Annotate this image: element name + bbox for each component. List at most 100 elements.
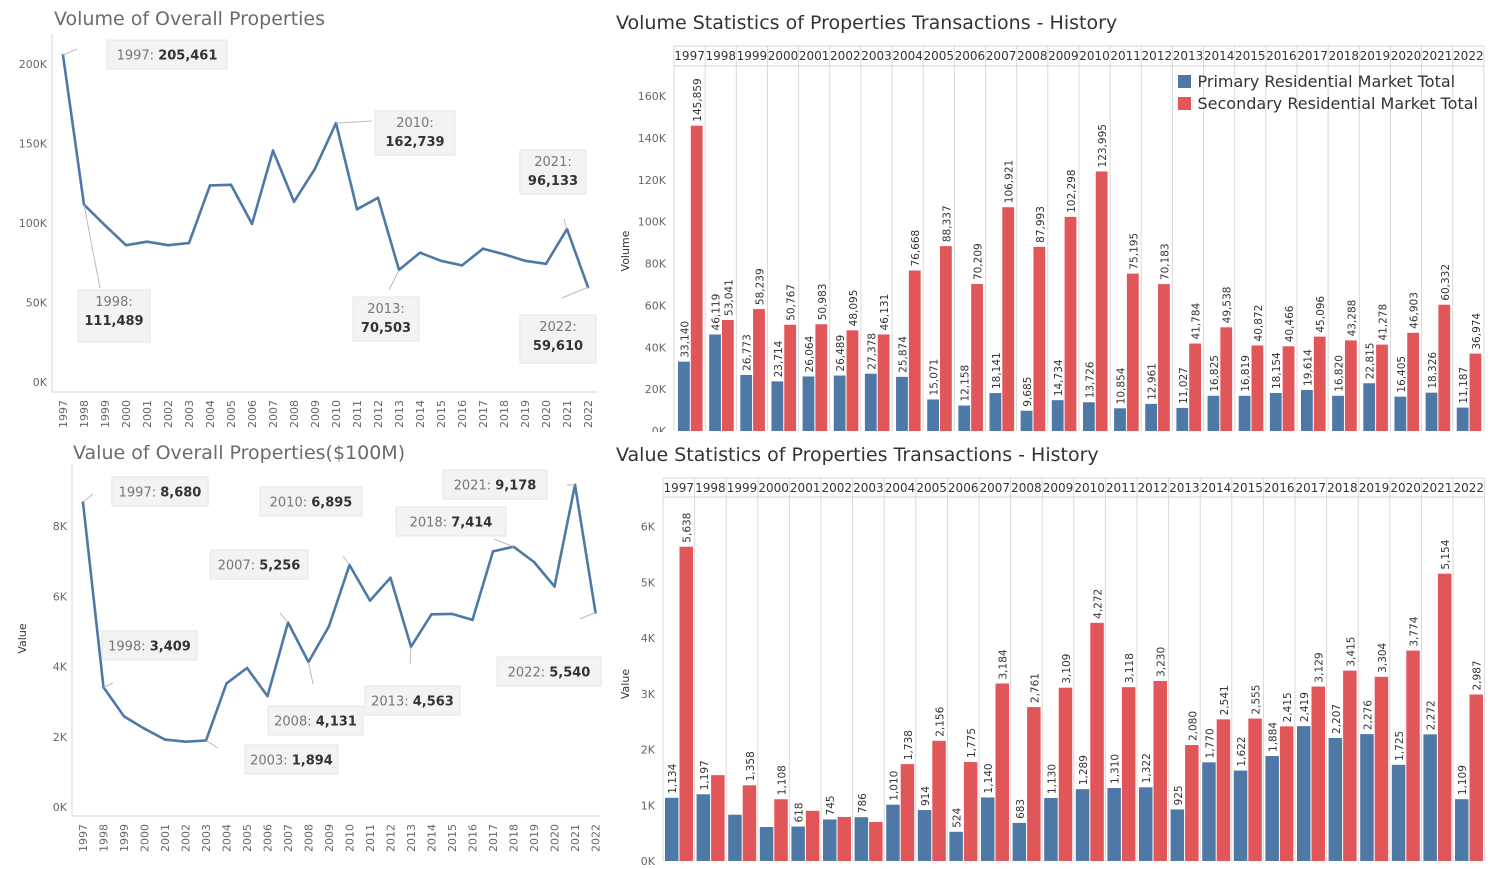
bar-value-label: 618 — [794, 803, 806, 823]
bar-secondary — [1406, 650, 1420, 861]
bar-primary — [1075, 789, 1090, 861]
annotation-leader — [83, 204, 101, 289]
annotation-leader — [342, 555, 350, 566]
bar-value-label: 76,668 — [910, 230, 922, 267]
volume-line-chart: 200K 150K 100K 50K 0K 1997 1998 1999 2000 2001 200… — [19, 34, 598, 428]
bar-primary — [1455, 799, 1469, 861]
category-header-label: 2013 — [1173, 49, 1204, 63]
annotation-text: 1998: 3,409 — [108, 640, 191, 655]
x-tick-label: 1999 — [118, 824, 131, 852]
x-tick-label: 2000 — [120, 400, 133, 428]
bar-value-label: 683 — [1015, 799, 1027, 819]
category-header-label: 1999 — [737, 49, 768, 63]
bar-secondary — [1189, 343, 1201, 431]
bar-secondary — [1469, 353, 1482, 431]
y-tick-label: 80K — [645, 258, 667, 271]
bar-primary — [833, 375, 846, 431]
bar-secondary — [742, 785, 757, 861]
category-header-label: 2022 — [1454, 481, 1485, 495]
annotation-leader — [561, 286, 589, 299]
data-point — [229, 183, 233, 187]
bar-value-label: 36,974 — [1471, 313, 1483, 350]
x-tick-label: 2009 — [323, 824, 336, 852]
data-point — [122, 715, 126, 718]
legend-item-secondary[interactable]: Secondary Residential Market Total — [1177, 92, 1478, 114]
y-tick-label: 3K — [641, 688, 656, 701]
bar-secondary — [711, 775, 725, 861]
bar-secondary — [690, 125, 703, 432]
bar-secondary — [753, 309, 765, 431]
category-header-label: 2010 — [1079, 49, 1110, 63]
bar-value-label: 48,095 — [848, 290, 860, 327]
bar-value-label: 1,140 — [983, 763, 995, 793]
data-point — [573, 483, 577, 487]
annotation-text: 2010: 6,895 — [270, 496, 353, 511]
bar-primary — [958, 405, 971, 431]
annotation-text: 2018: 7,414 — [410, 516, 493, 531]
bar-value-label: 27,378 — [866, 333, 878, 370]
bar-secondary — [1158, 284, 1170, 431]
bar-value-label: 1,310 — [1110, 754, 1122, 784]
bar-value-label: 11,187 — [1458, 367, 1470, 404]
bar-primary — [1207, 395, 1220, 431]
bar-primary — [1269, 393, 1282, 431]
bar-secondary — [1185, 745, 1199, 861]
x-tick-label: 2005 — [241, 824, 254, 852]
category-header-label: 2010 — [1074, 481, 1105, 495]
category-header-label: 2006 — [955, 49, 986, 63]
category-header-label: 1997 — [674, 49, 705, 63]
bar-secondary — [1248, 718, 1262, 861]
annotation-value: 70,503 — [361, 321, 411, 336]
bar-value-label: 5,154 — [1440, 539, 1452, 569]
bar-secondary — [1002, 207, 1015, 431]
legend-item-primary[interactable]: Primary Residential Market Total — [1177, 70, 1479, 92]
y-tick-label: 8K — [53, 520, 68, 533]
volume-line-panel: Volume of Overall Properties 200K 150K 100… — [0, 0, 605, 432]
value-bar-panel: Value Statistics of Properties Transacti… — [605, 432, 1488, 869]
bar-primary — [709, 334, 721, 431]
data-point — [271, 149, 275, 152]
bar-value-label: 58,239 — [755, 268, 767, 305]
category-header-label: 2022 — [1453, 49, 1484, 63]
x-tick-label: 2007 — [282, 824, 295, 852]
annotation-year: 2010: — [396, 116, 433, 131]
x-tick-label: 2014 — [414, 400, 427, 428]
bar-primary — [1297, 726, 1311, 861]
bar-secondary — [1374, 676, 1389, 861]
bar-primary — [917, 810, 932, 861]
category-header-label: 2021 — [1422, 49, 1453, 63]
bar-value-label: 4,272 — [1093, 589, 1105, 619]
bar-value-label: 16,820 — [1334, 355, 1346, 392]
legend-swatch-secondary — [1177, 96, 1191, 110]
category-header-label: 2014 — [1204, 49, 1235, 63]
bar-value-label: 50,983 — [817, 284, 829, 321]
bar-value-label: 10,854 — [1116, 367, 1128, 404]
value-bar-chart: 1997 1998 1999 2000 2001 2002 2003 2004 2005 2006… — [619, 477, 1486, 868]
annotation-text: 2007: 5,256 — [218, 559, 301, 574]
category-header-label: 2011 — [1106, 481, 1137, 495]
bar-value-label: 745 — [825, 795, 837, 815]
bar-secondary — [1344, 340, 1357, 431]
bar-primary — [949, 831, 963, 861]
category-header-label: 2014 — [1201, 481, 1232, 495]
volume-line-title: Volume of Overall Properties — [54, 8, 326, 30]
x-tick-label: 1999 — [99, 400, 112, 428]
category-header-label: 2007 — [986, 49, 1017, 63]
data-point — [163, 738, 167, 741]
bar-value-label: 524 — [952, 807, 964, 827]
value-bar-title: Value Statistics of Properties Transacti… — [616, 444, 1099, 466]
annotation-leader — [103, 682, 114, 688]
bar-primary — [1391, 764, 1406, 861]
bar-primary — [728, 814, 742, 861]
data-point — [430, 612, 433, 616]
y-tick-label: 1K — [641, 799, 656, 812]
bar-value-label: 25,874 — [897, 336, 909, 373]
bar-value-label: 2,080 — [1187, 711, 1199, 741]
bar-value-label: 1,322 — [1141, 753, 1153, 783]
bar-value-label: 1,197 — [699, 760, 711, 790]
bar-value-label: 12,961 — [1147, 363, 1159, 400]
bar-value-label: 2,207 — [1331, 704, 1343, 734]
bar-value-label: 16,405 — [1396, 356, 1408, 393]
category-header-label: 2003 — [853, 481, 884, 495]
data-point — [327, 624, 331, 628]
